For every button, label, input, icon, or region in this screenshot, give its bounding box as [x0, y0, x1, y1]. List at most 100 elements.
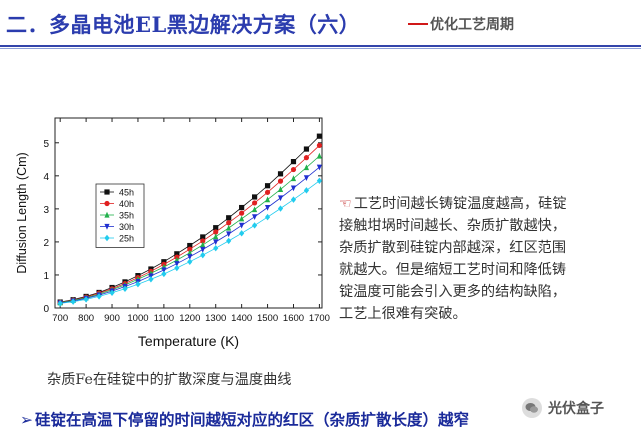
data-point-30h: [200, 246, 206, 253]
y-tick-label: 5: [43, 139, 49, 150]
data-point-30h: [213, 239, 219, 246]
data-point-35h: [187, 249, 193, 256]
hand-pointer-icon: ☜: [339, 196, 352, 212]
data-point-45h: [226, 215, 232, 221]
data-point-25h: [109, 289, 115, 296]
y-tick-label: 0: [43, 304, 49, 315]
data-point-25h: [57, 300, 63, 307]
x-tick-label: 1400: [231, 313, 252, 324]
wechat-icon: [522, 398, 542, 418]
legend-marker-40h: [104, 200, 110, 207]
data-point-35h: [226, 224, 232, 231]
data-point-25h: [70, 298, 76, 305]
y-tick-label: 4: [43, 172, 49, 183]
data-point-40h: [277, 178, 284, 184]
data-point-25h: [264, 213, 271, 221]
data-point-30h: [316, 164, 323, 171]
conclusion-bullet: ➢ 硅锭在高温下停留的时间越短对应的红区（杂质扩散长度）越窄: [20, 408, 469, 430]
explanation-line-4: 就越大。但是缩短工艺时间和降低铸: [339, 262, 567, 278]
data-point-30h: [226, 231, 232, 238]
legend-label-30h: 30h: [119, 222, 134, 232]
slide-title: 二．多晶电池EL黑边解决方案（六）: [6, 12, 361, 37]
data-point-25h: [83, 296, 89, 303]
data-point-45h: [264, 183, 271, 189]
data-point-30h: [264, 204, 271, 211]
data-point-40h: [303, 155, 310, 161]
data-point-45h: [213, 225, 219, 231]
legend-label-45h: 45h: [119, 188, 134, 198]
data-point-35h: [200, 241, 206, 248]
x-tick-label: 1600: [283, 313, 304, 324]
data-point-35h: [264, 196, 271, 203]
data-point-45h: [174, 251, 180, 257]
data-point-30h: [239, 222, 245, 229]
explanation-line-1: ☜ 工艺时间越长铸锭温度越高，硅锭: [339, 196, 567, 212]
legend-marker-30h: [104, 223, 110, 230]
data-point-25h: [252, 222, 258, 229]
x-tick-label: 1100: [154, 313, 174, 324]
data-point-25h: [316, 177, 323, 184]
figure-caption: 杂质Fe在硅锭中的扩散深度与温度曲线: [47, 372, 292, 388]
data-point-45h: [290, 159, 297, 165]
data-point-30h: [277, 195, 284, 202]
x-tick-label: 900: [104, 313, 120, 324]
data-point-40h: [290, 166, 297, 173]
data-point-30h: [290, 185, 297, 192]
data-point-25h: [187, 258, 193, 265]
explanation-text: ☜ 工艺时间越长铸锭温度越高，硅锭 接触坩埚时间越长、杂质扩散越快， 杂质扩散到硅…: [339, 193, 629, 325]
legend-marker-35h: [104, 211, 110, 218]
data-point-40h: [316, 142, 323, 149]
data-point-25h: [213, 244, 219, 252]
data-point-25h: [239, 230, 245, 237]
x-tick-label: 1000: [127, 313, 148, 324]
data-point-35h: [252, 206, 258, 213]
legend-marker-45h: [104, 189, 110, 195]
data-point-45h: [252, 194, 258, 200]
data-point-30h: [174, 261, 180, 267]
conclusion-text: 硅锭在高温下停留的时间越短对应的红区（杂质扩散长度）越窄: [35, 411, 470, 429]
x-tick-label: 1300: [205, 313, 226, 324]
data-point-30h: [161, 267, 167, 274]
data-point-25h: [148, 276, 154, 283]
explanation-line-3: 杂质扩散到硅锭内部越深，红区范围: [339, 240, 567, 256]
data-point-25h: [122, 285, 128, 293]
data-point-45h: [316, 133, 323, 139]
legend-box: [95, 183, 145, 248]
y-tick-label: 3: [43, 205, 49, 216]
y-tick-label: 1: [43, 271, 49, 282]
data-point-35h: [316, 152, 323, 159]
data-point-45h: [200, 234, 206, 240]
header-rule-thin: [0, 48, 641, 49]
diffusion-chart: 700 800 900 1000 1100 1200 1300 1400 1500 1600 170…: [15, 117, 330, 349]
data-point-25h: [303, 187, 310, 194]
explanation-line-5: 锭温度可能会引入更多的结构缺陷，: [339, 284, 567, 300]
x-tick-label: 1700: [309, 313, 330, 324]
data-point-35h: [277, 186, 284, 192]
data-point-40h: [239, 210, 245, 216]
data-point-25h: [290, 196, 297, 203]
data-point-45h: [187, 242, 193, 249]
legend-label-40h: 40h: [119, 199, 134, 209]
data-point-40h: [226, 220, 232, 226]
data-point-40h: [264, 189, 271, 195]
data-point-35h: [213, 233, 219, 240]
data-point-30h: [303, 175, 310, 182]
slide-header: 二．多晶电池EL黑边解决方案（六） 优化工艺周期: [0, 0, 641, 52]
data-point-30h: [187, 254, 193, 260]
arrow-bullet-icon: ➢: [20, 411, 33, 429]
x-tick-label: 1200: [179, 313, 200, 324]
plot-frame: [54, 117, 323, 309]
data-point-40h: [187, 246, 193, 252]
data-point-40h: [200, 238, 206, 244]
data-point-30h: [252, 214, 258, 220]
x-tick-label: 1500: [257, 313, 278, 324]
data-point-45h: [161, 259, 167, 265]
slide-subtitle: 优化工艺周期: [430, 17, 514, 33]
legend-label-25h: 25h: [119, 234, 134, 244]
data-point-40h: [252, 200, 258, 206]
watermark-text: 光伏盒子: [548, 401, 604, 417]
data-point-40h: [213, 229, 219, 235]
data-point-35h: [303, 164, 310, 171]
legend-marker-25h: [104, 234, 110, 242]
data-point-25h: [200, 251, 206, 259]
